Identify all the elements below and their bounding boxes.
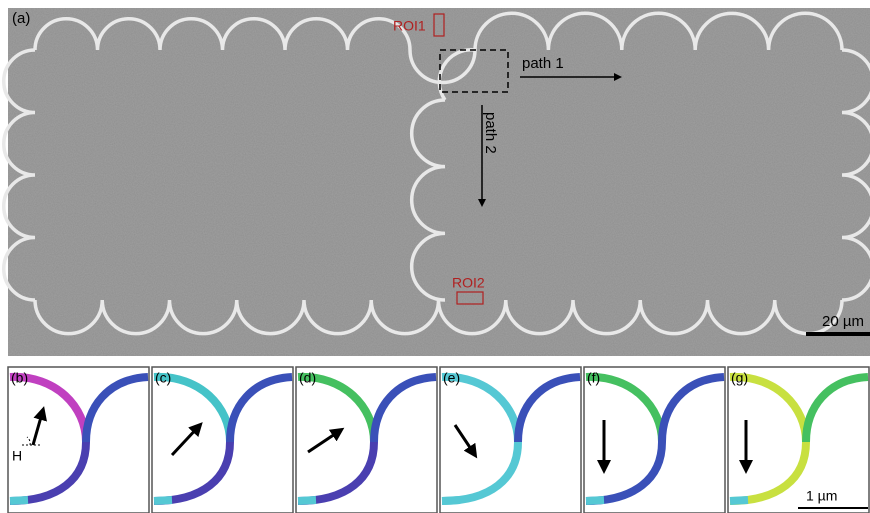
field-label: H [12,448,22,464]
panel-label: (b) [11,370,28,386]
figure: (a) ROI1 ROI2 path 1 path 2 20 µm (b) (c)… [0,0,870,513]
sim-panel [152,367,293,513]
wire-end [10,500,28,501]
roi2-label: ROI2 [452,275,485,291]
wire-end [442,500,460,501]
panel-frame [152,367,293,513]
panel-label: (e) [443,370,460,386]
scale-bar-label: 20 µm [822,313,864,330]
scale-bar-label: 1 µm [806,488,837,504]
sim-panel [728,367,869,513]
panel-frame [296,367,437,513]
path1-label: path 1 [522,55,564,72]
panel-label: (f) [587,370,600,386]
panel-label: (d) [299,370,316,386]
wire-end [154,500,172,501]
wire-end [586,500,604,501]
panel-frame [728,367,869,513]
panel-frame [440,367,581,513]
wire-end [730,500,748,501]
panel-label: (c) [155,370,171,386]
simulation-panels: (b) (c) (d) (e) (f) (g) H [8,367,869,513]
sim-panel [296,367,437,513]
wire-end [298,500,316,501]
sim-panel [440,367,581,513]
panel-label: (g) [731,370,748,386]
roi1-label: ROI1 [393,18,426,34]
panel-label: (a) [12,10,30,27]
path2-label: path 2 [482,112,499,154]
